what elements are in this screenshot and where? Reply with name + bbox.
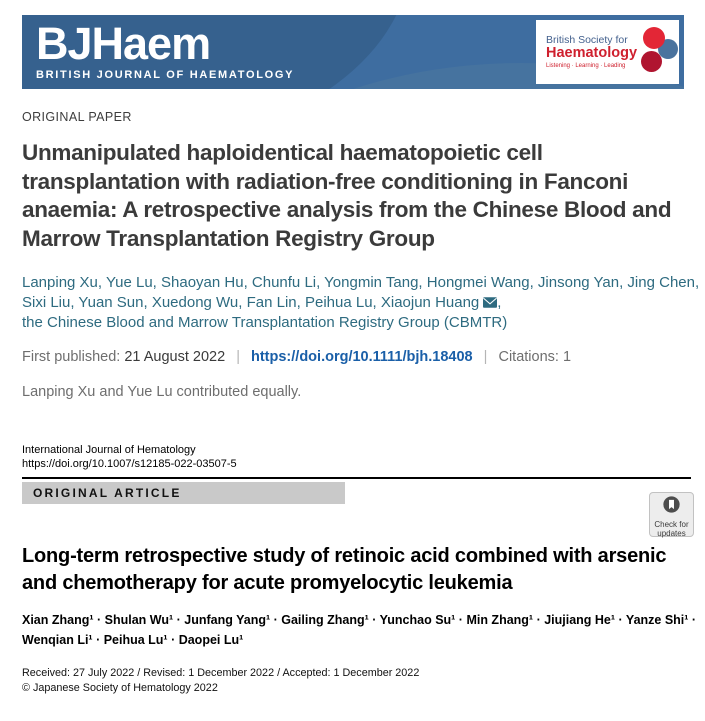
bsh-name-line2: Haematology: [546, 45, 638, 62]
springer-doi: https://doi.org/10.1007/s12185-022-03507…: [22, 458, 237, 470]
wiley-authors-line2-text[interactable]: Sixi Liu, Yuan Sun, Xuedong Wu, Fan Lin,…: [22, 293, 480, 311]
springer-journal-name: International Journal of Hematology: [22, 444, 196, 456]
wiley-doi-link[interactable]: https://doi.org/10.1111/bjh.18408: [251, 349, 473, 365]
wiley-authors: Lanping Xu, Yue Lu, Shaoyan Hu, Chunfu L…: [22, 273, 699, 333]
springer-title-line1: Long-term retrospective study of retinoi…: [22, 545, 667, 567]
wiley-authors-line1[interactable]: Lanping Xu, Yue Lu, Shaoyan Hu, Chunfu L…: [22, 274, 700, 291]
citations-count: 1: [562, 349, 572, 365]
wiley-publication-line: First published: 21 August 2022 | https:…: [22, 349, 571, 365]
bjhaem-banner: BJHaem BRITISH JOURNAL OF HAEMATOLOGY Br…: [22, 15, 684, 89]
wiley-authors-line3[interactable]: the Chinese Blood and Marrow Transplanta…: [22, 314, 508, 331]
springer-title-line2: and chemotherapy for acute promyelocytic…: [22, 571, 513, 594]
bjhaem-logo-text: BJHaem: [36, 18, 211, 69]
first-published-date: 21 August 2022: [124, 349, 226, 365]
bsh-logo-box: British Society for Haematology Listenin…: [536, 20, 679, 84]
citations-label: Citations:: [498, 349, 559, 365]
email-envelope-icon[interactable]: [483, 295, 498, 312]
wiley-authors-line2[interactable]: Sixi Liu, Yuan Sun, Xuedong Wu, Fan Lin,…: [22, 293, 699, 314]
springer-article-title: Long-term retrospective study of retinoi…: [22, 543, 667, 596]
check-for-updates-badge[interactable]: Check for updates: [649, 492, 694, 538]
springer-article-type-box: ORIGINAL ARTICLE: [22, 482, 345, 504]
bsh-circle-crimson-icon: [641, 51, 663, 72]
horizontal-rule: [22, 477, 691, 479]
contribution-note: Lanping Xu and Yue Lu contributed equall…: [22, 384, 302, 400]
springer-history-line: Received: 27 July 2022 / Revised: 1 Dece…: [22, 667, 420, 679]
springer-copyright: © Japanese Society of Hematology 2022: [22, 682, 218, 694]
bsh-circle-red-icon: [643, 27, 666, 49]
bsh-logo-text: British Society for Haematology Listenin…: [546, 33, 638, 70]
pipe-separator: |: [483, 349, 488, 365]
wiley-article-type: ORIGINAL PAPER: [22, 110, 132, 124]
springer-authors-line2: Wenqian Li¹ · Peihua Lu¹ · Daopei Lu¹: [22, 633, 244, 647]
wiley-title-line1: Unmanipulated haploidentical haematopoie…: [22, 140, 543, 165]
bjhaem-logo: BJHaem BRITISH JOURNAL OF HAEMATOLOGY: [36, 18, 295, 82]
springer-authors: Xian Zhang¹ · Shulan Wu¹ · Junfang Yang¹…: [22, 610, 696, 650]
wiley-title-line2: transplantation with radiation-free cond…: [22, 168, 629, 194]
wiley-title-line3: anaemia: A retrospective analysis from t…: [22, 197, 672, 222]
bsh-circles-icon: [637, 26, 680, 78]
wiley-article-title: Unmanipulated haploidentical haematopoie…: [22, 139, 672, 253]
check-for-updates-line2: updates: [657, 529, 686, 538]
bjhaem-journal-name: BRITISH JOURNAL OF HAEMATOLOGY: [36, 69, 295, 81]
check-for-updates-line1: Check for: [654, 520, 689, 529]
check-for-updates-label: Check for updates: [654, 520, 688, 538]
wiley-title-line4: Marrow Transplantation Registry Group: [22, 225, 435, 251]
bsh-tagline: Listening · Learning · Leading: [546, 63, 626, 70]
springer-authors-line1: Xian Zhang¹ · Shulan Wu¹ · Junfang Yang¹…: [22, 613, 697, 627]
bsh-name-line1: British Society for: [546, 33, 628, 46]
crossmark-icon: [663, 496, 680, 518]
pipe-separator: |: [236, 349, 240, 365]
wiley-authors-line2-comma: ,: [497, 293, 502, 311]
first-published-label: First published:: [22, 349, 121, 365]
